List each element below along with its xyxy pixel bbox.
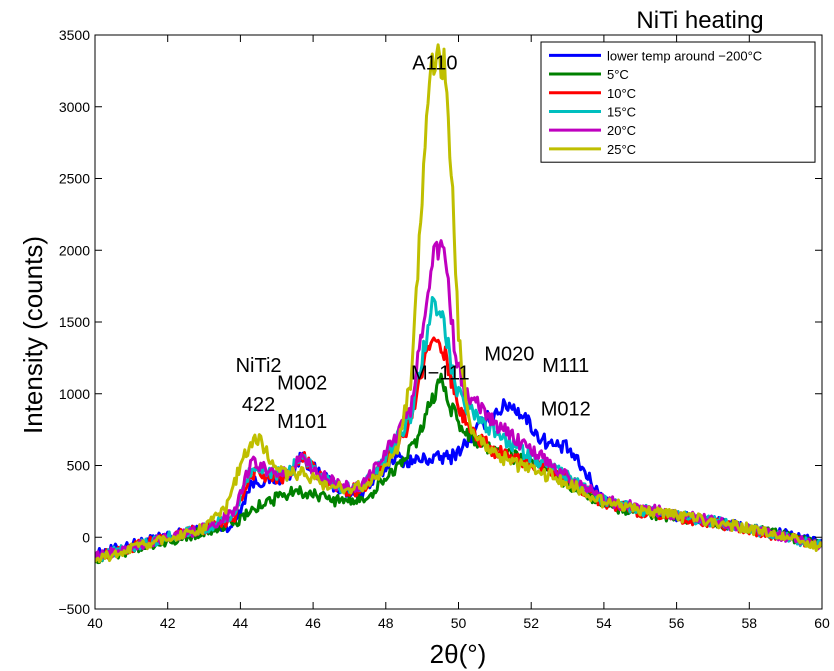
y-tick-label: 1500: [59, 314, 90, 330]
legend-label: 25°C: [607, 142, 636, 157]
peak-annotation: A110: [412, 52, 457, 74]
chart-title: NiTi heating: [636, 7, 763, 34]
peak-annotation: M012: [541, 398, 591, 420]
axes: 40 42 44 46 48 50 52 54 56 58 60 −500 0 500 1000 1500 20…: [58, 27, 830, 631]
peak-annotation: M101: [277, 411, 327, 433]
peak-annotation: NiTi2: [236, 355, 282, 377]
x-tick-label: 46: [305, 615, 321, 631]
legend-label: lower temp around −200°C: [607, 48, 762, 63]
peak-annotation: 422: [242, 394, 275, 416]
peak-annotation: M111: [542, 355, 589, 377]
y-axis-title: Intensity (counts): [18, 236, 48, 434]
y-tick-label: 2500: [59, 171, 90, 187]
x-tick-label: 40: [87, 615, 103, 631]
x-tick-label: 52: [523, 615, 539, 631]
y-tick-label: −500: [58, 601, 90, 617]
y-tick-label: 0: [82, 529, 90, 545]
peak-annotation: M−111: [411, 362, 470, 384]
peak-annotation: M020: [484, 344, 534, 366]
y-tick-label: 3500: [59, 27, 90, 43]
peak-annotation: M002: [277, 372, 327, 394]
x-tick-label: 56: [669, 615, 685, 631]
series-line: [95, 239, 822, 561]
legend-box: [540, 41, 816, 163]
y-tick-label: 1000: [59, 386, 90, 402]
legend-label: 5°C: [607, 67, 629, 82]
legend: lower temp around −200°C 5°C 10°C 15°C 20°C 2…: [540, 41, 816, 163]
series-line: [95, 43, 822, 564]
x-axis-title: 2θ(°): [430, 639, 487, 669]
x-tick-label: 54: [596, 615, 612, 631]
x-tick-label: 58: [742, 615, 758, 631]
x-tick-label: 50: [451, 615, 467, 631]
x-tick-label: 44: [233, 615, 249, 631]
x-tick-label: 48: [378, 615, 394, 631]
x-tick-label: 42: [160, 615, 176, 631]
legend-label: 20°C: [607, 123, 636, 138]
x-tick-label: 60: [814, 615, 830, 631]
legend-label: 10°C: [607, 86, 636, 101]
y-tick-label: 2000: [59, 242, 90, 258]
y-tick-label: 500: [67, 458, 91, 474]
legend-label: 15°C: [607, 104, 636, 119]
plot-area: [95, 43, 822, 565]
y-tick-label: 3000: [59, 99, 90, 115]
